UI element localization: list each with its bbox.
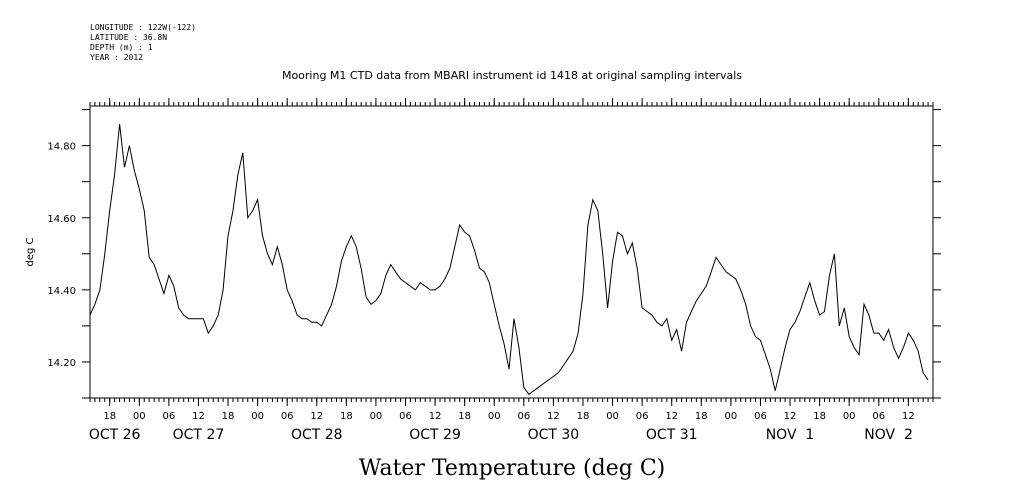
chart-title: Mooring M1 CTD data from MBARI instrumen… xyxy=(282,69,742,82)
temperature-line xyxy=(89,123,929,396)
x-hour-tick-label: 12 xyxy=(192,411,205,422)
axes-group: 18 00 06 12 18 00 06 12 18 00 06 12 18 00 06 12 18 00 06 12… xyxy=(47,98,941,443)
x-hour-tick-label: 18 xyxy=(695,411,708,422)
x-hour-tick-label: 12 xyxy=(784,411,797,422)
x-day-label: OCT 28 xyxy=(291,427,343,443)
x-hour-tick-label: 00 xyxy=(843,411,856,422)
meta-depth: DEPTH (m) : 1 xyxy=(90,43,153,52)
x-hour-tick-label: 00 xyxy=(606,411,619,422)
y-tick-label: 14.40 xyxy=(47,286,76,297)
y-tick-label: 14.80 xyxy=(47,142,76,153)
x-day-label: OCT 30 xyxy=(528,427,580,443)
x-hour-tick-label: 12 xyxy=(902,411,915,422)
x-hour-tick-label: 18 xyxy=(103,411,116,422)
x-day-label: OCT 27 xyxy=(173,427,225,443)
x-hour-tick-label: 18 xyxy=(340,411,353,422)
x-hour-tick-label: 12 xyxy=(310,411,323,422)
y-axis-label: deg C xyxy=(25,237,36,266)
x-hour-tick-label: 06 xyxy=(872,411,885,422)
x-hour-tick-label: 06 xyxy=(754,411,767,422)
x-hour-tick-label: 12 xyxy=(429,411,442,422)
x-hour-tick-label: 18 xyxy=(813,411,826,422)
x-day-label: NOV 1 xyxy=(766,427,815,443)
x-hour-tick-label: 18 xyxy=(577,411,590,422)
x-hour-tick-label: 12 xyxy=(665,411,678,422)
meta-block: LONGITUDE : 122W(-122) LATITUDE : 36.8N … xyxy=(90,23,196,62)
x-hour-tick-label: 00 xyxy=(370,411,383,422)
x-hour-tick-label: 06 xyxy=(399,411,412,422)
x-day-label: NOV 2 xyxy=(864,427,913,443)
x-axis-label: Water Temperature (deg C) xyxy=(359,456,666,481)
y-tick-label: 14.60 xyxy=(47,214,76,225)
x-day-label: OCT 31 xyxy=(646,427,698,443)
x-hour-tick-label: 00 xyxy=(725,411,738,422)
y-tick-label: 14.20 xyxy=(47,358,76,369)
x-hour-tick-label: 12 xyxy=(547,411,560,422)
plot-frame xyxy=(89,105,934,399)
x-hour-tick-label: 00 xyxy=(251,411,264,422)
x-hour-tick-label: 06 xyxy=(517,411,530,422)
x-hour-tick-label: 18 xyxy=(222,411,235,422)
x-hour-tick-label: 18 xyxy=(458,411,471,422)
x-day-label: OCT 26 xyxy=(89,427,141,443)
meta-year: YEAR : 2012 xyxy=(90,53,143,62)
x-hour-tick-label: 06 xyxy=(163,411,176,422)
meta-longitude: LONGITUDE : 122W(-122) xyxy=(90,23,196,32)
x-hour-tick-label: 00 xyxy=(488,411,501,422)
meta-latitude: LATITUDE : 36.8N xyxy=(90,33,167,42)
series-group xyxy=(89,123,929,396)
x-hour-tick-label: 06 xyxy=(281,411,294,422)
x-day-label: OCT 29 xyxy=(409,427,461,443)
x-hour-tick-label: 06 xyxy=(636,411,649,422)
x-hour-tick-label: 00 xyxy=(133,411,146,422)
